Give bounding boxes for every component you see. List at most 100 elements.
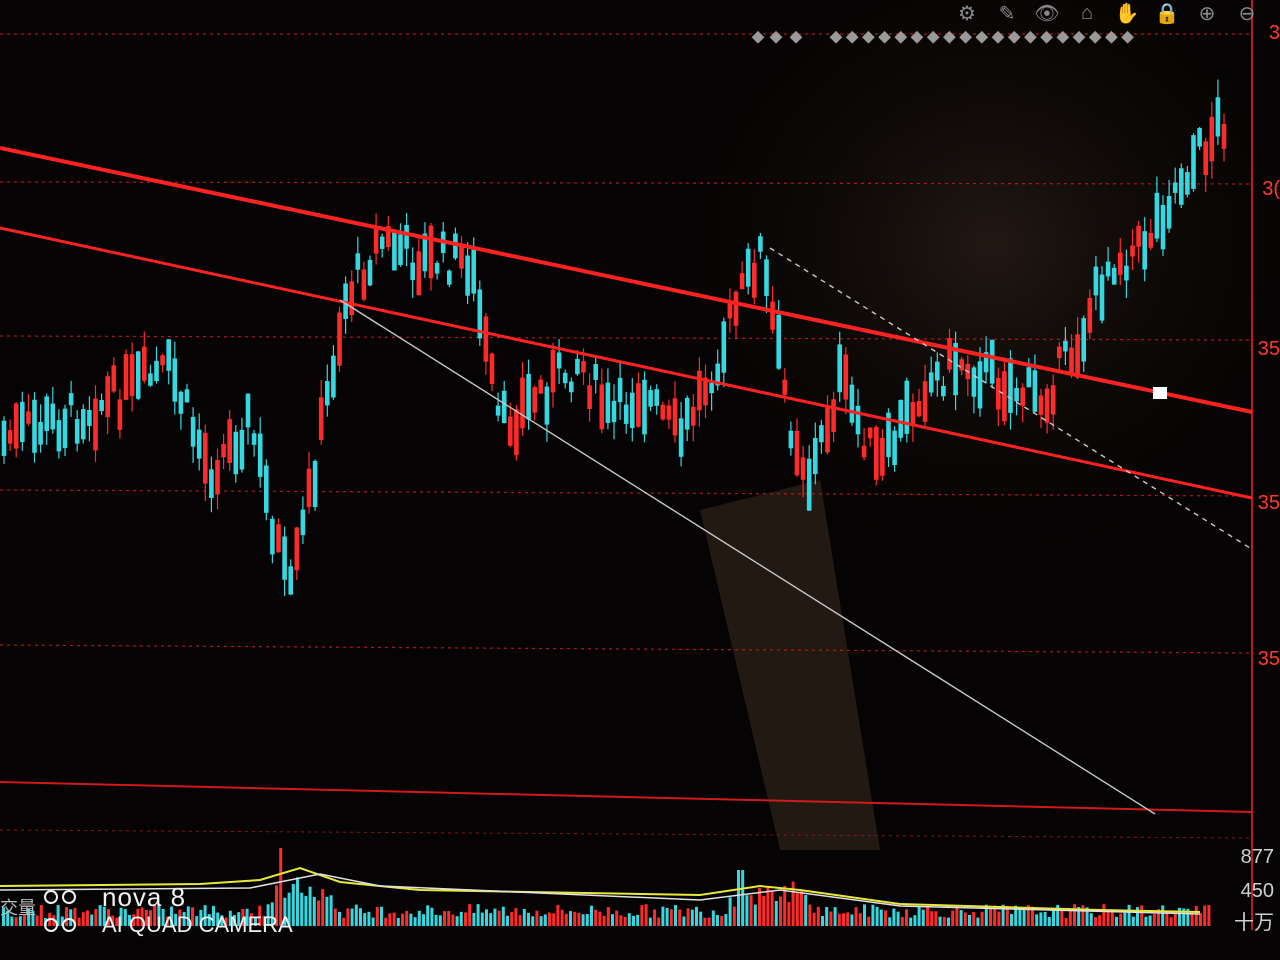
volume-bar [577,912,581,926]
candle-body [294,527,300,571]
candle-body [874,426,879,480]
volume-bar [413,917,417,926]
candle-body [1148,232,1154,248]
volume-bar [590,905,593,926]
candle-body [794,430,800,476]
candle-body [709,382,714,394]
volume-bar [140,907,144,926]
line-handle[interactable] [1153,387,1167,399]
candle-body [239,429,245,470]
candle-body [148,373,153,386]
candle-body [123,354,129,400]
settings-gear-icon[interactable]: ⚙ [958,2,976,25]
volume-bar [1014,905,1018,926]
candle-body [465,255,470,296]
volume-bar [422,914,425,926]
volume-bar [909,917,913,926]
lock-icon[interactable]: 🔒 [1154,2,1180,25]
eraser-icon[interactable]: ⌂ [1080,1,1094,24]
volume-bar [997,911,1001,926]
volume-bar [1064,917,1068,926]
candle-body [203,432,208,484]
volume-bar [980,911,984,926]
volume-bar [312,896,316,926]
volume-bar [657,917,661,926]
volume-bar [1073,904,1076,926]
volume-bar [86,910,89,926]
volume-bar [241,909,245,926]
volume-bar [472,912,476,926]
candle-body [1118,252,1123,275]
candle-body [770,301,775,330]
candle-body [1166,196,1172,229]
volume-bar [165,916,169,926]
volume-bar [380,906,383,926]
candle-body [184,389,190,403]
volume-bar [434,914,438,926]
volume-bar [14,917,18,926]
volume-bar [846,912,850,926]
lower-trend-line [0,226,1253,500]
volume-bar [703,917,707,926]
candle-body [1087,298,1093,333]
candle-body [508,416,513,446]
candle-body [1179,168,1184,205]
volume-bar [728,897,732,926]
volume-bar [489,913,493,926]
candle-body [550,349,556,393]
volume-bar [686,908,690,926]
volume-bar [934,911,938,926]
candle-body [1124,265,1129,281]
candle-body [251,433,257,445]
volume-bar [485,909,488,926]
volume-bar [648,917,652,926]
eye-view-icon[interactable]: 👁 [1034,2,1060,25]
volume-bar [1190,912,1194,926]
candle-body [105,376,110,418]
volume-bar [39,904,43,926]
volume-bar [984,904,988,926]
candle-body [221,443,226,458]
volume-bar [1173,914,1177,926]
volume-bar [401,913,404,926]
candle-body [544,386,550,425]
volume-bar [18,916,22,926]
volume-bar [417,910,421,926]
candle-body [849,384,855,423]
volume-bar [963,912,967,926]
volume-bar [942,916,946,926]
volume-bar [493,908,497,926]
volume-bar [1060,910,1064,926]
candle-body [935,361,940,381]
candle-body [1105,261,1111,277]
volume-bar [409,913,413,926]
volume-bar [501,906,505,926]
zoom-in-icon[interactable]: ⊕ [1198,2,1216,25]
volume-bar [527,912,530,926]
volume-bar [770,890,774,926]
volume-bar [237,912,241,926]
candle-body [526,373,531,420]
volume-bar [1127,904,1131,926]
pen-draw-icon[interactable]: ✎ [998,2,1016,25]
zoom-out-icon[interactable]: ⊖ [1238,2,1256,25]
volume-bar [552,913,556,926]
volume-bar [1026,905,1030,926]
hand-pan-icon[interactable]: ✋ [1114,2,1140,25]
volume-bar [266,904,270,926]
volume-bar [287,892,291,926]
volume-bar [661,906,665,926]
volume-bar [367,911,371,926]
candle-body [1008,358,1013,413]
volume-bar [438,915,442,926]
volume-axis-unit: 十万 [1234,912,1274,934]
volume-bar [842,913,845,926]
volume-bar [522,908,526,926]
volume-bar [707,917,711,926]
volume-bar [128,914,131,926]
gridline [0,829,1253,839]
volume-title: 交量 [0,898,36,918]
volume-bar [1161,905,1165,926]
volume-bar [69,909,73,926]
